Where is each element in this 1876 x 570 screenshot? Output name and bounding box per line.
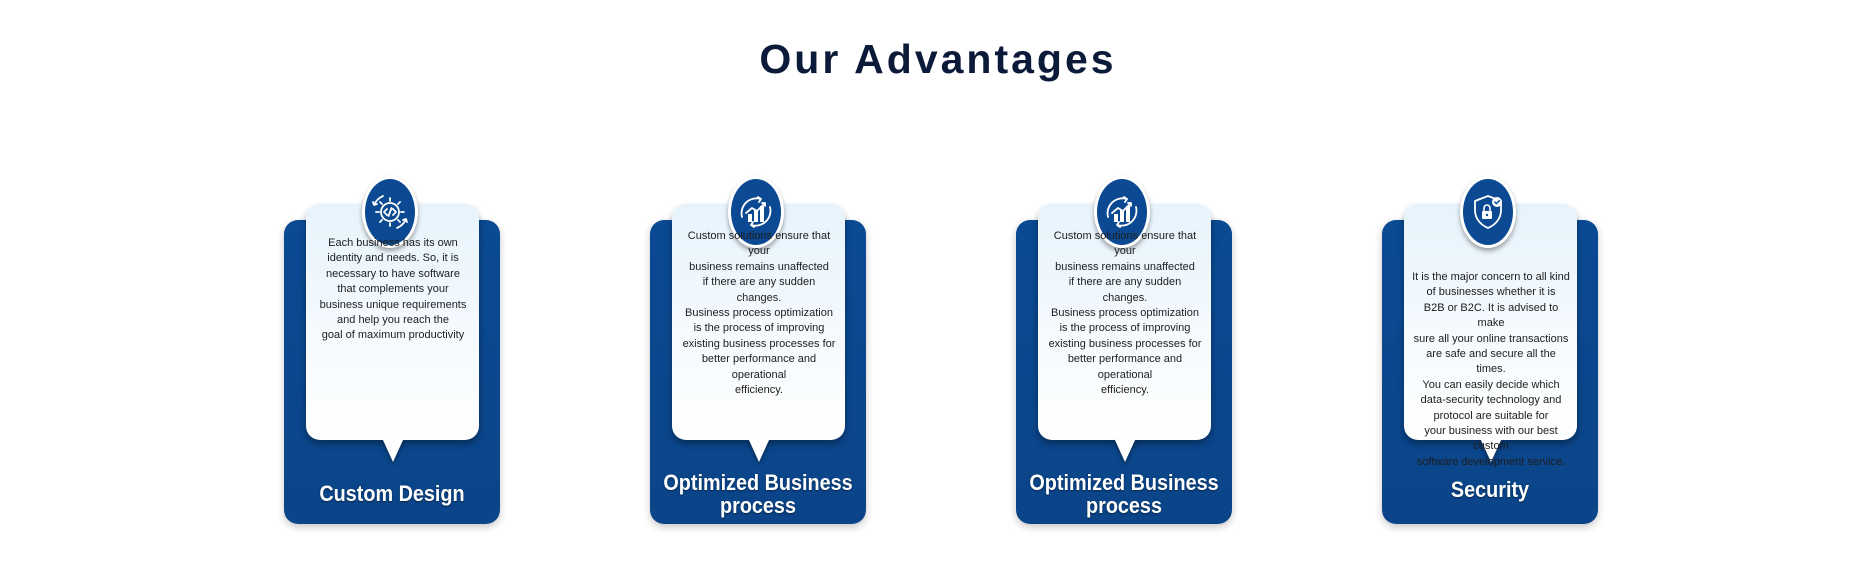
advantage-card-security: It is the major concern to all kind of b… (1382, 176, 1598, 524)
card-title: Optimized Business process (1029, 470, 1219, 518)
chart-growth-icon (1094, 176, 1150, 248)
panel-pointer (382, 438, 404, 462)
panel-pointer (1480, 438, 1502, 462)
page-title: Our Advantages (759, 36, 1117, 82)
card-title: Optimized Business process (663, 470, 853, 518)
advantage-card-custom-design: Each business has its own identity and n… (284, 176, 500, 524)
card-description: It is the major concern to all kind of b… (1412, 271, 1570, 468)
shield-lock-icon (1460, 176, 1516, 248)
chart-growth-icon (728, 176, 784, 248)
card-description: Custom solutions ensure that your busine… (1048, 230, 1202, 397)
panel-pointer (1114, 438, 1136, 462)
gear-code-icon (362, 176, 418, 248)
card-description: Each business has its own identity and n… (319, 237, 467, 342)
card-title: Custom Design (319, 481, 465, 506)
advantage-card-optimized-business-process: Custom solutions ensure that your busine… (650, 176, 866, 524)
advantage-card-optimized-business-process-2: Custom solutions ensure that your busine… (1016, 176, 1232, 524)
panel-pointer (748, 438, 770, 462)
card-title: Security (1450, 477, 1530, 502)
card-description: Custom solutions ensure that your busine… (682, 230, 836, 397)
